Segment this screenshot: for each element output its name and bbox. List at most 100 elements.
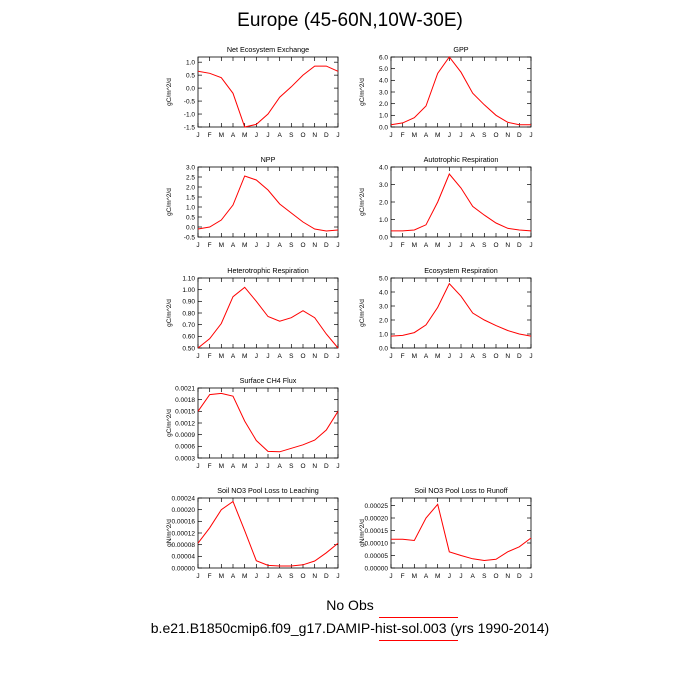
y-tick-label: 4.0: [379, 78, 388, 85]
y-tick-label: 0.90: [182, 299, 195, 306]
y-tick-label: 0.00025: [365, 503, 389, 510]
y-tick-label: 1.0: [186, 59, 195, 66]
case-legend-line: [379, 640, 458, 641]
series-line: [197, 392, 339, 453]
chart-title: Heterotrophic Respiration: [227, 266, 309, 275]
x-tick-label: N: [505, 132, 510, 139]
series-line: [390, 56, 531, 126]
x-tick-label: M: [435, 573, 440, 580]
y-tick-label: 0.0: [379, 345, 388, 352]
x-tick-label: J: [266, 132, 269, 139]
x-tick-label: O: [300, 132, 305, 139]
x-tick-label: A: [277, 242, 282, 249]
y-tick-label: 2.0: [379, 101, 388, 108]
x-tick-label: M: [412, 132, 417, 139]
x-tick-label: M: [435, 242, 440, 249]
y-tick-label: 0.00020: [365, 515, 389, 522]
x-tick-label: J: [448, 242, 451, 249]
x-tick-label: J: [529, 353, 532, 360]
x-tick-label: J: [336, 353, 339, 360]
x-tick-label: J: [336, 132, 339, 139]
x-tick-label: J: [448, 573, 451, 580]
x-tick-label: A: [424, 132, 429, 139]
x-tick-label: O: [493, 242, 498, 249]
y-tick-label: 2.0: [186, 184, 195, 191]
x-tick-label: M: [435, 132, 440, 139]
y-tick-label: 0.00016: [172, 519, 196, 526]
y-tick-label: 0.0: [379, 124, 388, 131]
x-tick-label: M: [412, 353, 417, 360]
x-tick-label: J: [196, 132, 199, 139]
x-tick-label: S: [289, 132, 294, 139]
y-tick-label: 3.0: [379, 89, 388, 96]
x-tick-label: M: [219, 353, 224, 360]
y-axis-label: gC/m^2/d: [166, 409, 173, 437]
y-tick-label: 1.0: [379, 217, 388, 224]
x-tick-label: O: [493, 353, 498, 360]
y-tick-label: -1.5: [184, 124, 196, 131]
x-tick-label: J: [336, 573, 339, 580]
y-tick-label: 0.0009: [175, 432, 195, 439]
plot-frame: [197, 56, 339, 128]
x-tick-label: D: [324, 132, 329, 139]
x-tick-label: A: [231, 353, 236, 360]
y-tick-label: -1.0: [184, 111, 196, 118]
y-tick-label: 3.0: [379, 182, 388, 189]
y-tick-label: 0.0018: [175, 397, 195, 404]
y-tick-label: 0.00008: [172, 542, 196, 549]
y-tick-label: 0.0006: [175, 444, 195, 451]
x-tick-label: A: [277, 463, 282, 470]
x-tick-label: M: [242, 132, 247, 139]
x-tick-label: J: [266, 463, 269, 470]
y-tick-label: 0.00010: [365, 540, 389, 547]
x-tick-label: D: [517, 242, 522, 249]
chart-title: Soil NO3 Pool Loss to Leaching: [217, 486, 319, 495]
chart-title: GPP: [453, 45, 468, 54]
x-tick-label: J: [389, 353, 392, 360]
x-tick-label: J: [196, 353, 199, 360]
series-line: [197, 286, 339, 349]
chart-title: Net Ecosystem Exchange: [227, 45, 309, 54]
x-tick-label: F: [401, 242, 405, 249]
x-tick-label: M: [219, 463, 224, 470]
x-tick-label: D: [517, 573, 522, 580]
x-tick-label: J: [196, 573, 199, 580]
x-tick-label: M: [412, 573, 417, 580]
y-tick-label: -0.5: [184, 234, 196, 241]
x-tick-label: S: [289, 242, 294, 249]
y-tick-label: 0.0012: [175, 420, 195, 427]
x-tick-label: S: [482, 132, 487, 139]
x-tick-label: D: [324, 242, 329, 249]
y-tick-label: 1.5: [186, 194, 195, 201]
y-tick-label: 3.0: [379, 303, 388, 310]
y-tick-label: 0.00024: [172, 495, 196, 502]
x-tick-label: O: [300, 242, 305, 249]
plot-frame: [390, 277, 532, 349]
x-tick-label: J: [459, 132, 462, 139]
chart-title: NPP: [261, 155, 276, 164]
y-tick-label: 0.00005: [365, 553, 389, 560]
x-tick-label: A: [277, 132, 282, 139]
x-tick-label: J: [448, 353, 451, 360]
y-axis-label: gC/m^2/d: [359, 188, 366, 216]
chart-title: Ecosystem Respiration: [424, 266, 498, 275]
chart-title: Soil NO3 Pool Loss to Runoff: [414, 486, 507, 495]
x-tick-label: J: [529, 573, 532, 580]
x-tick-label: J: [389, 132, 392, 139]
y-tick-label: 0.0015: [175, 409, 195, 416]
y-axis-label: gC/m^2/d: [359, 78, 366, 106]
y-axis-label: gC/m^2/d: [166, 78, 173, 106]
x-tick-label: A: [424, 573, 429, 580]
y-tick-label: 0.70: [182, 322, 195, 329]
y-axis-label: gN/m^2/d: [166, 519, 173, 547]
x-tick-label: N: [312, 573, 317, 580]
x-tick-label: J: [196, 463, 199, 470]
x-tick-label: J: [196, 242, 199, 249]
y-tick-label: 0.0: [186, 224, 195, 231]
plot-frame: [197, 166, 339, 238]
x-tick-label: F: [401, 132, 405, 139]
y-tick-label: 1.0: [379, 331, 388, 338]
y-tick-label: 2.0: [379, 199, 388, 206]
x-tick-label: N: [505, 573, 510, 580]
